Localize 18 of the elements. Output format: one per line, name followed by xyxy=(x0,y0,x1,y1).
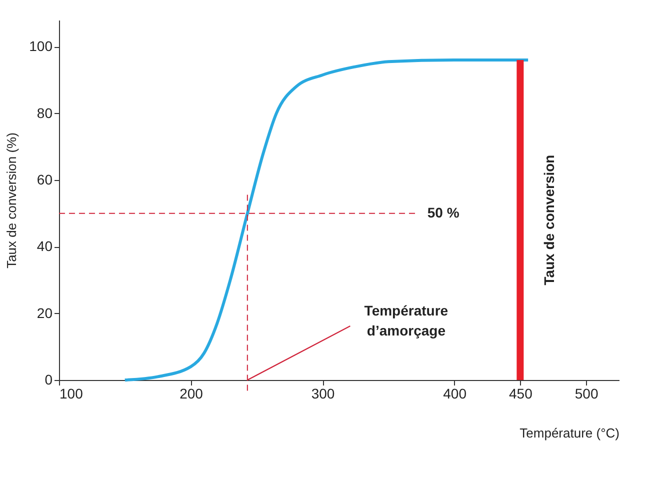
x-tick-label: 100 xyxy=(60,386,84,402)
ref-line-label: 50 % xyxy=(427,204,460,220)
line-series xyxy=(123,58,530,382)
x-tick-label: 450 xyxy=(508,386,533,402)
y-axis-title: Taux de conversion (%) xyxy=(4,132,20,268)
y-tick-label: 40 xyxy=(36,238,53,254)
y-tick-label: 100 xyxy=(29,38,53,54)
x-tick-label: 500 xyxy=(574,386,598,402)
x-tick-label: 400 xyxy=(443,386,467,402)
y-tick-label: 80 xyxy=(36,104,53,121)
y-tick-label: 60 xyxy=(36,172,53,188)
x-tick-label: 300 xyxy=(311,386,335,402)
y-tick-label: 0 xyxy=(44,372,53,388)
text: Taux de conversion xyxy=(541,154,558,286)
x-axis-title: Température (°C) xyxy=(520,426,620,440)
y-tick-label: 20 xyxy=(36,304,53,321)
x-tick-label: 200 xyxy=(180,386,204,402)
ref-line-label: Température d’amorçage xyxy=(364,302,448,339)
